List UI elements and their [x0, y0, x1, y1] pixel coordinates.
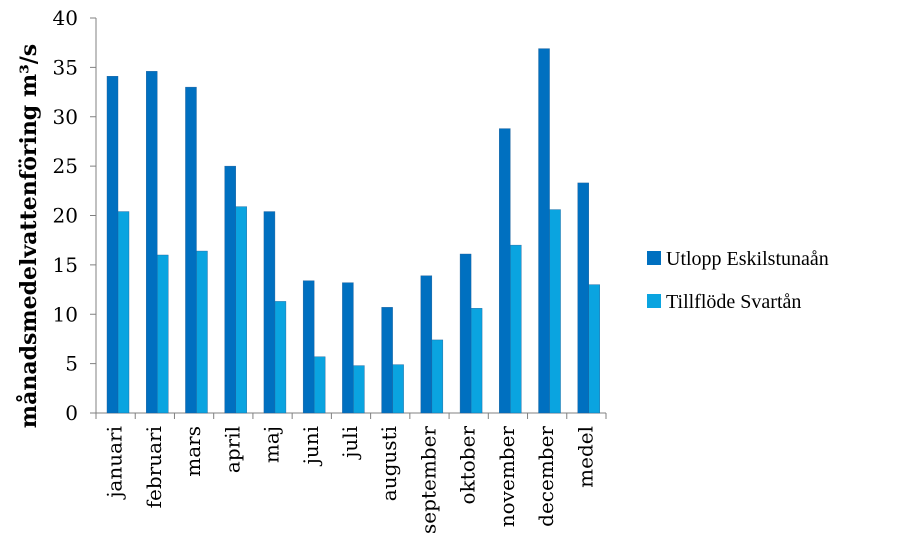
x-tick-label: augusti: [377, 426, 401, 501]
bar-utlopp-medel: [577, 182, 589, 414]
bar-utlopp-april: [224, 165, 236, 414]
bar-tillflode-november: [510, 244, 522, 414]
bar-utlopp-maj: [263, 211, 276, 414]
x-tick-label: april: [220, 426, 244, 473]
bar-utlopp-september: [420, 275, 433, 414]
bar-utlopp-november: [499, 128, 511, 414]
legend: Utlopp Eskilstunaån Tillflöde Svartån: [647, 248, 829, 313]
bar-tillflode-medel: [588, 284, 600, 414]
legend-swatch: [647, 251, 661, 265]
x-axis: januari februari mars april maj juni juli augus…: [95, 412, 607, 534]
y-tick-label: 0: [65, 401, 78, 425]
bar-tillflode-juli: [353, 365, 365, 414]
x-tick-label: juni: [299, 426, 323, 466]
bar-utlopp-juli: [342, 282, 354, 414]
bar-tillflode-juni: [313, 356, 326, 414]
x-tick-label: februari: [142, 426, 166, 508]
x-tick-label: oktober: [456, 426, 480, 505]
bar-tillflode-mars: [196, 250, 208, 414]
bar-utlopp-augusti: [381, 307, 393, 414]
legend-label: Utlopp Eskilstunaån: [666, 248, 829, 270]
y-tick-label: 20: [53, 204, 78, 228]
y-tick-label: 10: [53, 302, 78, 326]
bar-utlopp-februari: [146, 71, 158, 414]
bars: [106, 48, 600, 414]
x-tick-label: januari: [103, 426, 127, 500]
x-tick-label: maj: [260, 426, 284, 463]
x-tick-label: november: [495, 426, 519, 528]
x-tick-label: mars: [181, 426, 205, 477]
legend-label: Tillflöde Svartån: [666, 291, 801, 313]
bar-tillflode-september: [431, 339, 444, 414]
y-tick-label: 30: [53, 105, 78, 129]
bar-utlopp-oktober: [459, 253, 472, 414]
bar-utlopp-juni: [302, 280, 315, 414]
x-tick-label: juli: [338, 426, 362, 460]
bar-utlopp-mars: [185, 86, 197, 414]
x-tick-label: medel: [573, 426, 597, 488]
x-tick-label: september: [416, 426, 440, 534]
bar-tillflode-oktober: [470, 308, 483, 414]
bar-tillflode-april: [235, 206, 247, 414]
y-axis: 0 5 10 15 20 25 30 35 40: [53, 6, 97, 425]
y-tick-label: 5: [65, 352, 78, 376]
bar-tillflode-december: [549, 209, 561, 414]
bar-utlopp-januari: [106, 76, 119, 414]
y-tick-label: 15: [53, 253, 78, 277]
y-axis-title: månadsmedelvattenföring m³/s: [16, 44, 42, 428]
bar-tillflode-maj: [274, 301, 287, 414]
y-tick-label: 40: [53, 6, 78, 30]
bar-utlopp-december: [538, 48, 550, 414]
legend-swatch: [647, 294, 661, 308]
x-tick-label: december: [534, 426, 558, 527]
y-tick-label: 25: [53, 154, 78, 178]
y-tick-label: 35: [53, 55, 78, 79]
bar-tillflode-januari: [117, 211, 130, 414]
bar-tillflode-augusti: [392, 364, 404, 414]
bar-tillflode-februari: [157, 254, 169, 414]
